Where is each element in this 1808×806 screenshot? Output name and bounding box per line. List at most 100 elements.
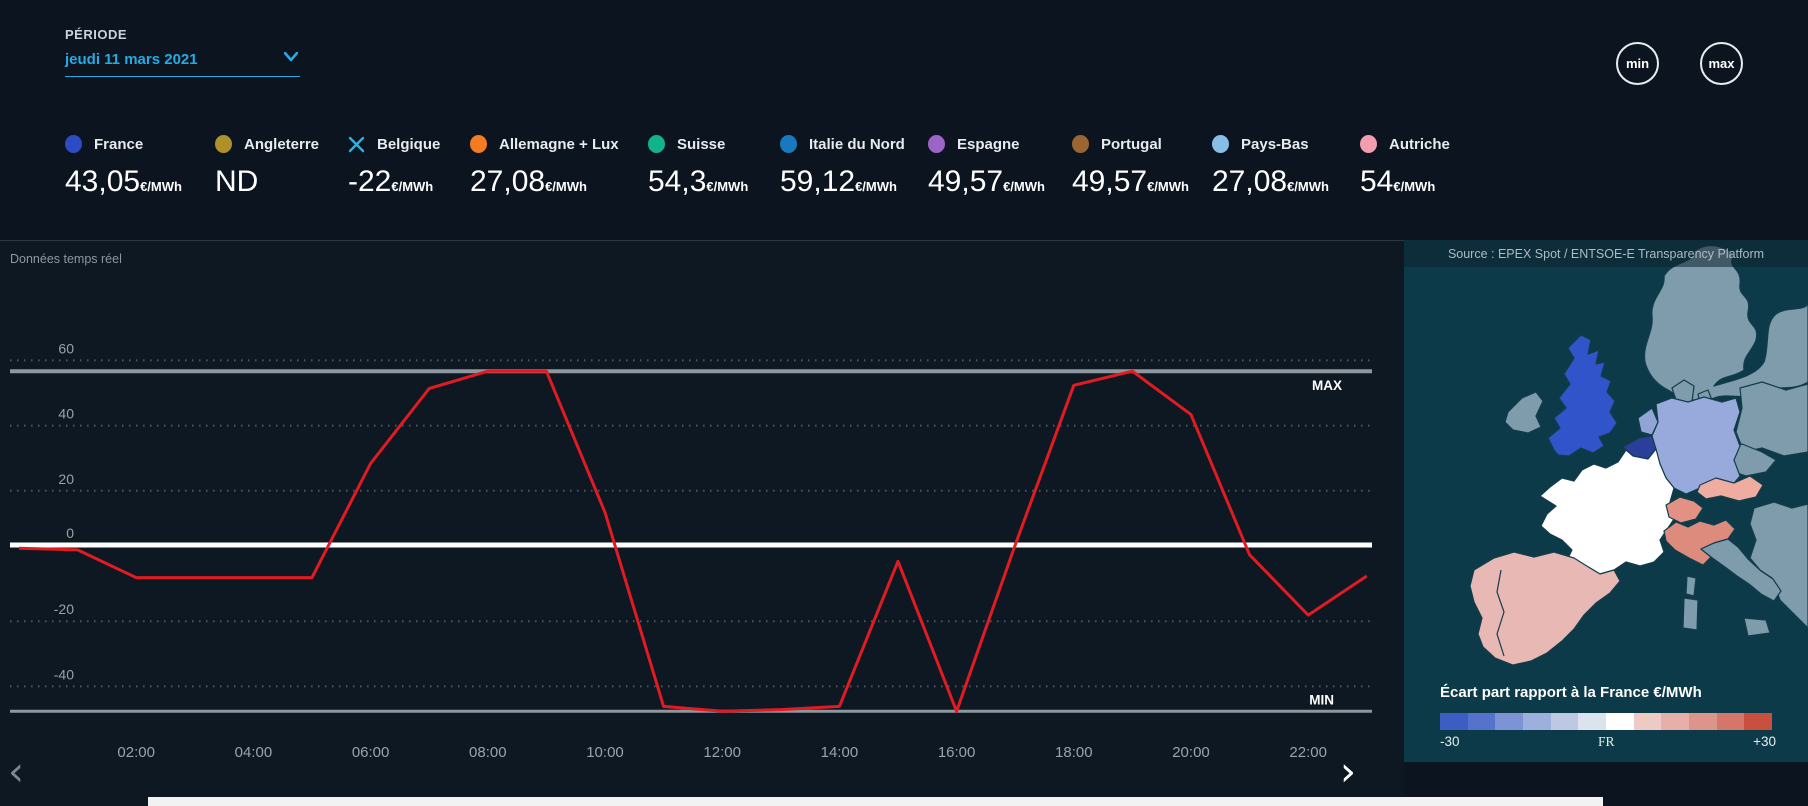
x-axis-label-2000: 20:00 [1172, 744, 1210, 761]
map-legend-gradient [1440, 713, 1773, 730]
country-name: Espagne [957, 135, 1020, 153]
map-ireland [1504, 391, 1544, 434]
map-portugal-border [1496, 569, 1505, 657]
legend-color-step [1633, 713, 1662, 730]
country-color-dot [65, 135, 82, 153]
country-color-dot [1212, 135, 1229, 153]
country-price-value: 43,05€/MWh [65, 165, 215, 199]
country-color-dot [1360, 135, 1377, 153]
country-tile-portugal[interactable]: Portugal 49,57€/MWh [1072, 133, 1212, 199]
map-poland [1735, 381, 1808, 457]
y-axis-label-60: 60 [58, 340, 74, 356]
country-price-value: 27,08€/MWh [470, 165, 648, 199]
realtime-data-label: Données temps réel [10, 252, 122, 266]
x-axis-label-1400: 14:00 [821, 744, 859, 761]
price-number: 49,57 [928, 165, 1004, 198]
y-axis-label-20: 20 [58, 471, 74, 487]
price-number: -22 [348, 165, 392, 198]
price-unit: €/MWh [545, 179, 587, 194]
map-austria [1696, 475, 1764, 502]
country-name: Allemagne + Lux [499, 135, 619, 153]
map-legend: Écart part rapport à la France €/MWh -30… [1440, 684, 1776, 750]
legend-color-step [1716, 713, 1745, 730]
x-axis-label-0200: 02:00 [117, 744, 155, 761]
legend-color-step [1440, 713, 1468, 730]
country-tile-belgique[interactable]: Belgique -22€/MWh [348, 133, 470, 199]
x-axis-label-0800: 08:00 [469, 744, 507, 761]
country-price-value: 54,3€/MWh [648, 165, 780, 199]
x-axis-label-1800: 18:00 [1055, 744, 1093, 761]
price-number: 49,57 [1072, 165, 1148, 198]
min-button[interactable]: min [1616, 42, 1659, 85]
country-tile-allemagne-lux[interactable]: Allemagne + Lux 27,08€/MWh [470, 133, 648, 199]
country-price-value: -22€/MWh [348, 165, 470, 199]
country-tile-france[interactable]: France 43,05€/MWh [65, 133, 215, 199]
price-unit: €/MWh [1147, 179, 1189, 194]
country-name: Pays-Bas [1241, 135, 1309, 153]
no-data-x-icon [348, 136, 365, 152]
period-value: jeudi 11 mars 2021 [65, 51, 198, 68]
country-name: Italie du Nord [809, 135, 905, 153]
country-name: Belgique [377, 135, 441, 153]
country-price-value: 49,57€/MWh [1072, 165, 1212, 199]
country-price-value: ND [215, 165, 348, 199]
country-name: Angleterre [244, 135, 320, 153]
next-day-button[interactable]: › [1340, 749, 1356, 795]
country-tile-italie-du-nord[interactable]: Italie du Nord 59,12€/MWh [780, 133, 928, 199]
x-axis-label-2200: 22:00 [1289, 744, 1327, 761]
map-france [1539, 448, 1677, 575]
map-legend-title: Écart part rapport à la France €/MWh [1440, 684, 1702, 701]
europe-map [1404, 240, 1808, 762]
legend-color-step [1578, 713, 1607, 730]
map-netherlands [1637, 407, 1659, 436]
country-name: Portugal [1101, 135, 1162, 153]
country-tile-espagne[interactable]: Espagne 49,57€/MWh [928, 133, 1072, 199]
map-iberia [1469, 551, 1621, 666]
country-tile-pays-bas[interactable]: Pays-Bas 27,08€/MWh [1212, 133, 1360, 199]
previous-day-button[interactable]: ‹ [8, 749, 24, 795]
period-dropdown[interactable]: jeudi 11 mars 2021 [65, 51, 300, 77]
legend-color-step [1744, 713, 1773, 730]
price-number: 27,08 [470, 165, 546, 198]
legend-max-label: +30 [1753, 734, 1776, 749]
legend-color-step [1606, 713, 1634, 730]
y-axis-label--20: -20 [54, 601, 74, 617]
x-axis-label-1200: 12:00 [703, 744, 741, 761]
legend-color-step [1467, 713, 1496, 730]
legend-color-step [1661, 713, 1690, 730]
max-button[interactable]: max [1700, 42, 1743, 85]
y-axis-label--40: -40 [54, 666, 74, 682]
price-number: 54 [1360, 165, 1394, 198]
legend-color-step [1495, 713, 1524, 730]
legend-color-step [1523, 713, 1551, 730]
price-number: 54,3 [648, 165, 707, 198]
price-number: ND [215, 165, 259, 198]
country-price-row: France 43,05€/MWh Angleterre ND Belgique -22€… [65, 133, 1480, 199]
bottom-page-edge [148, 797, 1603, 806]
period-control: PÉRIODE jeudi 11 mars 2021 [65, 27, 300, 77]
period-label: PÉRIODE [65, 27, 128, 42]
map-source-text: Source : EPEX Spot / ENTSOE-E Transparen… [1447, 246, 1765, 261]
country-tile-suisse[interactable]: Suisse 54,3€/MWh [648, 133, 780, 199]
europe-map-panel: Source : EPEX Spot / ENTSOE-E Transparen… [1404, 240, 1808, 762]
legend-fr-label: FR [1598, 734, 1615, 749]
country-price-value: 54€/MWh [1360, 165, 1480, 199]
price-line-chart: 60 40 20 -20 -40 0 MAX MIN 02:00 04:00 06:00 08:00 1… [10, 340, 1372, 761]
country-tile-autriche[interactable]: Autriche 54€/MWh [1360, 133, 1480, 199]
price-number: 27,08 [1212, 165, 1288, 198]
country-color-dot [928, 135, 945, 153]
country-name: Autriche [1389, 135, 1450, 153]
country-color-dot [215, 135, 232, 153]
y-axis-label-40: 40 [58, 406, 74, 422]
legend-min-label: -30 [1440, 734, 1460, 749]
map-source-bar: Source : EPEX Spot / ENTSOE-E Transparen… [1404, 240, 1808, 267]
country-color-dot [1072, 135, 1089, 153]
country-color-dot [780, 135, 797, 153]
country-color-dot [648, 135, 665, 153]
price-unit: €/MWh [855, 179, 897, 194]
map-balkans [1749, 501, 1808, 629]
map-switzerland [1665, 496, 1704, 524]
country-tile-angleterre[interactable]: Angleterre ND [215, 133, 348, 199]
map-uk [1547, 334, 1618, 457]
country-name: Suisse [677, 135, 726, 153]
